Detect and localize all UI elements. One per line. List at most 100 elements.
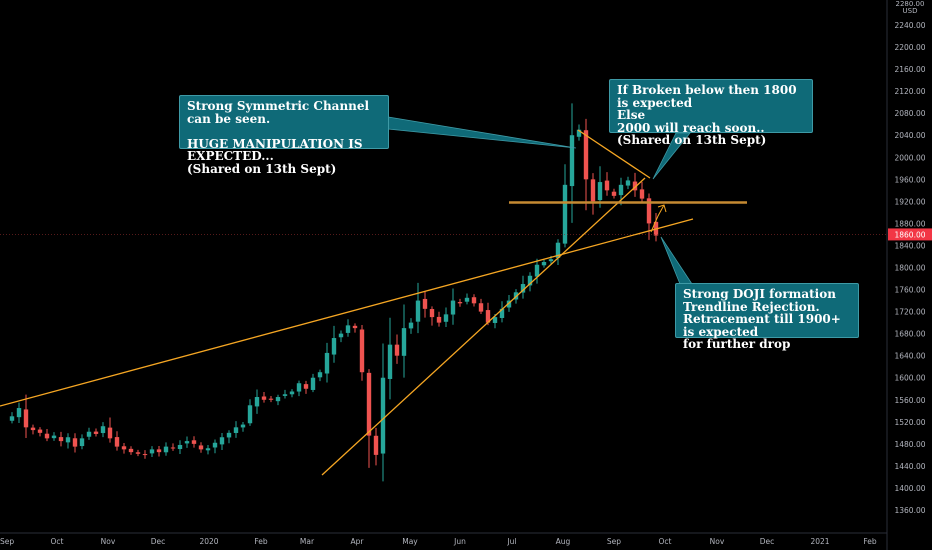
candle-body (282, 394, 288, 396)
candle-body (555, 242, 561, 258)
candle-body (233, 427, 239, 433)
time-tick-label: Oct (51, 537, 64, 546)
candle-body (79, 438, 85, 447)
candle-body (219, 437, 225, 445)
candle-body (422, 298, 428, 309)
projection-arrow (650, 204, 665, 233)
time-tick-label: Feb (863, 537, 877, 546)
price-tick-label: 2040.00 (894, 131, 925, 140)
candle-body (443, 314, 449, 322)
annotation-channel[interactable]: Strong Symmetric Channel can be seen. HU… (179, 95, 389, 175)
price-tick-label: 2000.00 (894, 153, 925, 162)
candle-body (415, 300, 421, 322)
callout-pointer-doji (660, 236, 693, 285)
candle-body (240, 424, 246, 428)
candle-body (317, 372, 323, 378)
candle-body (611, 191, 617, 196)
current-price-tag (888, 228, 932, 241)
candle-body (121, 446, 127, 450)
drawn-trendlines (0, 129, 887, 476)
candle-body (534, 264, 540, 277)
candle-body (478, 303, 484, 312)
candle-body (9, 416, 15, 421)
candle-body (184, 441, 190, 444)
candle-body (303, 384, 309, 389)
price-tick-label: 1560.00 (894, 396, 925, 405)
steep-ascending-trendline (321, 177, 646, 476)
price-tick-label: 1640.00 (894, 352, 925, 361)
candle-body (408, 322, 414, 329)
time-tick-label: Sep (607, 537, 621, 546)
candle-body (541, 261, 547, 266)
price-tick-label: 1880.00 (894, 219, 925, 228)
candle-body (436, 316, 442, 323)
candle-body (100, 426, 106, 434)
candle-body (37, 429, 43, 433)
candle-body (163, 446, 169, 453)
candle-body (506, 300, 512, 308)
price-tick-label: 1600.00 (894, 374, 925, 383)
candle-body (548, 259, 554, 262)
time-tick-label: Feb (254, 537, 268, 546)
price-tick-label: 1360.00 (894, 506, 925, 515)
candle-body (520, 284, 526, 293)
candle-body (30, 427, 36, 431)
price-tick-label: 1520.00 (894, 418, 925, 427)
descending-trendline (577, 129, 651, 179)
candle-body (380, 377, 386, 454)
time-tick-label: Nov (710, 537, 725, 546)
candle-body (268, 398, 274, 400)
candle-body (373, 435, 379, 455)
candle-body (324, 352, 330, 374)
candle-body (51, 435, 57, 439)
projection-arrowhead (657, 204, 667, 213)
candle-body (331, 338, 337, 355)
annotation-doji[interactable]: Strong DOJI formation Trendline Rejectio… (675, 283, 859, 350)
candle-body (226, 432, 232, 438)
price-tick-label: 2240.00 (894, 21, 925, 30)
long-ascending-trendline (0, 218, 694, 407)
time-axis: Sep Oct Nov Dec 2020 Feb Mar Apr May Jun Jul Aug Sep… (0, 532, 887, 546)
candle-body (296, 383, 302, 392)
candle-body (471, 297, 477, 304)
candle-body (135, 452, 141, 454)
candle-body (65, 437, 71, 443)
candle-body (401, 328, 407, 356)
candle-body (156, 449, 162, 453)
candle-body (142, 454, 148, 456)
candle-body (583, 130, 589, 180)
price-tick-label: 2200.00 (894, 43, 925, 52)
candle-body (618, 184, 624, 196)
candlestick-series (9, 103, 659, 482)
candle-body (128, 448, 134, 453)
annotation-breakout[interactable]: If Broken below then 1800 is expected El… (609, 79, 813, 146)
candle-body (289, 391, 295, 395)
candle-body (639, 189, 645, 199)
time-tick-label: Oct (659, 537, 672, 546)
candle-body (597, 182, 603, 201)
current-price-label: 1860.00 (894, 230, 925, 239)
candle-body (625, 180, 631, 186)
candle-body (499, 308, 505, 318)
price-tick-label: 1760.00 (894, 286, 925, 295)
time-tick-label: Sep (0, 537, 14, 546)
candle-body (394, 344, 400, 356)
price-tick-label: 1720.00 (894, 308, 925, 317)
price-tick-label: 2120.00 (894, 87, 925, 96)
price-tick-label: 1440.00 (894, 462, 925, 471)
candle-body (604, 180, 610, 191)
candle-body (107, 427, 113, 439)
time-tick-label: 2021 (810, 537, 829, 546)
candle-body (387, 344, 393, 379)
candle-body (576, 129, 582, 137)
time-tick-label: Mar (300, 537, 315, 546)
time-tick-label: Dec (151, 537, 166, 546)
candle-body (366, 372, 372, 436)
time-tick-label: Aug (556, 537, 571, 546)
price-tick-label: 1840.00 (894, 241, 925, 250)
candle-body (191, 440, 197, 444)
candle-body (527, 275, 533, 286)
